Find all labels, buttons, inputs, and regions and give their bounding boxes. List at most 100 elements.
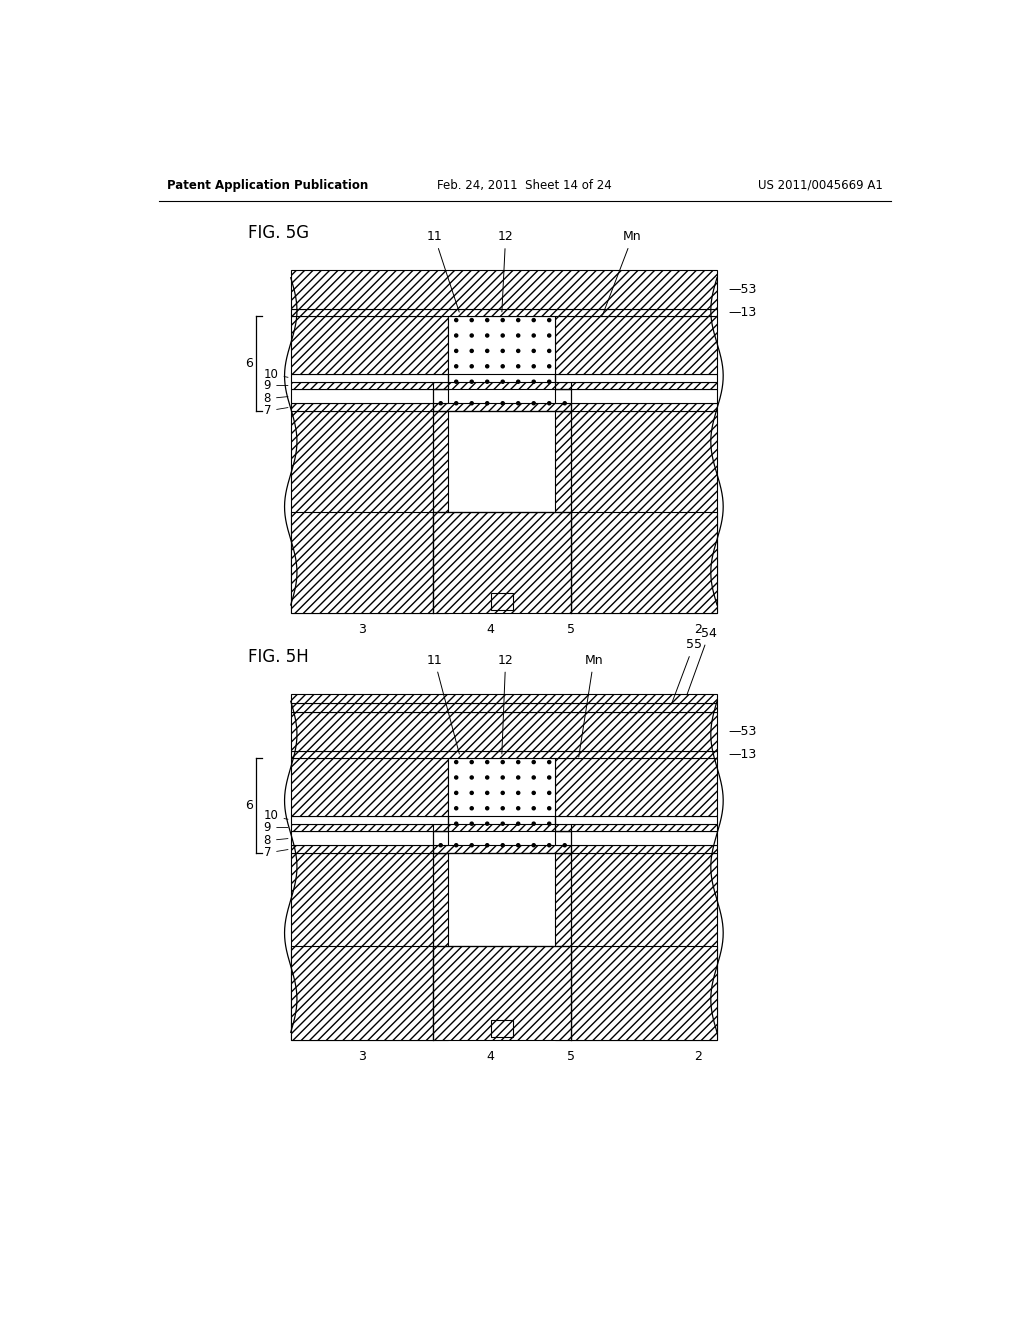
- Bar: [291, 271, 717, 309]
- Bar: [555, 389, 717, 404]
- Bar: [291, 411, 449, 612]
- Text: —13: —13: [729, 748, 757, 760]
- Circle shape: [501, 792, 504, 795]
- Circle shape: [517, 380, 520, 383]
- Circle shape: [517, 776, 520, 779]
- Bar: [555, 816, 717, 824]
- Bar: [555, 411, 717, 612]
- Circle shape: [532, 364, 536, 368]
- Circle shape: [501, 334, 504, 337]
- Circle shape: [485, 760, 488, 763]
- Circle shape: [548, 350, 551, 352]
- Bar: [433, 381, 570, 389]
- Circle shape: [501, 350, 504, 352]
- Circle shape: [532, 380, 536, 383]
- Circle shape: [563, 401, 566, 405]
- Circle shape: [485, 822, 488, 825]
- Circle shape: [470, 318, 473, 322]
- Circle shape: [455, 843, 458, 847]
- Circle shape: [485, 364, 488, 368]
- Circle shape: [501, 776, 504, 779]
- Circle shape: [532, 401, 536, 405]
- Circle shape: [548, 760, 551, 763]
- Circle shape: [455, 822, 458, 825]
- Circle shape: [485, 334, 488, 337]
- Circle shape: [485, 776, 488, 779]
- Circle shape: [548, 807, 551, 810]
- Bar: [433, 512, 570, 612]
- Circle shape: [501, 364, 504, 368]
- Circle shape: [501, 318, 504, 322]
- Circle shape: [485, 807, 488, 810]
- Circle shape: [455, 364, 458, 368]
- Circle shape: [455, 401, 458, 405]
- Bar: [291, 271, 717, 612]
- Circle shape: [485, 792, 488, 795]
- Circle shape: [517, 807, 520, 810]
- Circle shape: [470, 350, 473, 352]
- Bar: [291, 693, 717, 702]
- Bar: [291, 711, 717, 751]
- Bar: [291, 374, 449, 381]
- Bar: [291, 309, 717, 317]
- Text: Mn: Mn: [602, 230, 642, 315]
- Circle shape: [485, 350, 488, 352]
- Bar: [291, 751, 717, 758]
- Circle shape: [501, 380, 504, 383]
- Text: 8: 8: [263, 392, 288, 405]
- Text: 5: 5: [566, 1051, 574, 1064]
- Circle shape: [517, 401, 520, 405]
- Circle shape: [517, 822, 520, 825]
- Text: 9: 9: [263, 821, 288, 834]
- Bar: [291, 404, 449, 411]
- Circle shape: [455, 792, 458, 795]
- Circle shape: [548, 380, 551, 383]
- Circle shape: [548, 401, 551, 405]
- Circle shape: [532, 843, 536, 847]
- Text: 3: 3: [358, 1051, 366, 1064]
- Circle shape: [501, 843, 504, 847]
- Text: —53: —53: [729, 282, 757, 296]
- Circle shape: [548, 334, 551, 337]
- Circle shape: [470, 760, 473, 763]
- Bar: [291, 751, 717, 758]
- Text: US 2011/0045669 A1: US 2011/0045669 A1: [758, 178, 883, 191]
- Text: 2: 2: [693, 623, 701, 636]
- Circle shape: [517, 792, 520, 795]
- Circle shape: [439, 401, 442, 405]
- Circle shape: [455, 334, 458, 337]
- Text: 7: 7: [263, 846, 288, 859]
- Bar: [555, 853, 717, 1040]
- Bar: [291, 845, 449, 853]
- Circle shape: [455, 318, 458, 322]
- Bar: [291, 512, 433, 612]
- Text: FIG. 5H: FIG. 5H: [248, 648, 309, 665]
- Bar: [490, 1020, 513, 1038]
- Circle shape: [470, 843, 473, 847]
- Text: 12: 12: [498, 230, 513, 312]
- Bar: [433, 824, 570, 832]
- Bar: [449, 758, 555, 816]
- Circle shape: [455, 776, 458, 779]
- Circle shape: [532, 334, 536, 337]
- Circle shape: [455, 760, 458, 763]
- Circle shape: [501, 760, 504, 763]
- Bar: [570, 946, 717, 1040]
- Circle shape: [548, 318, 551, 322]
- Bar: [291, 381, 449, 389]
- Circle shape: [470, 776, 473, 779]
- Circle shape: [470, 822, 473, 825]
- Bar: [433, 404, 570, 411]
- Circle shape: [532, 776, 536, 779]
- Text: 12: 12: [498, 653, 513, 754]
- Circle shape: [485, 318, 488, 322]
- Text: 54: 54: [687, 627, 717, 694]
- Bar: [291, 702, 717, 711]
- Text: 9: 9: [263, 379, 288, 392]
- Circle shape: [532, 760, 536, 763]
- Circle shape: [470, 807, 473, 810]
- Text: —13: —13: [729, 306, 757, 319]
- Bar: [555, 824, 717, 832]
- Circle shape: [485, 380, 488, 383]
- Text: 55: 55: [672, 638, 701, 704]
